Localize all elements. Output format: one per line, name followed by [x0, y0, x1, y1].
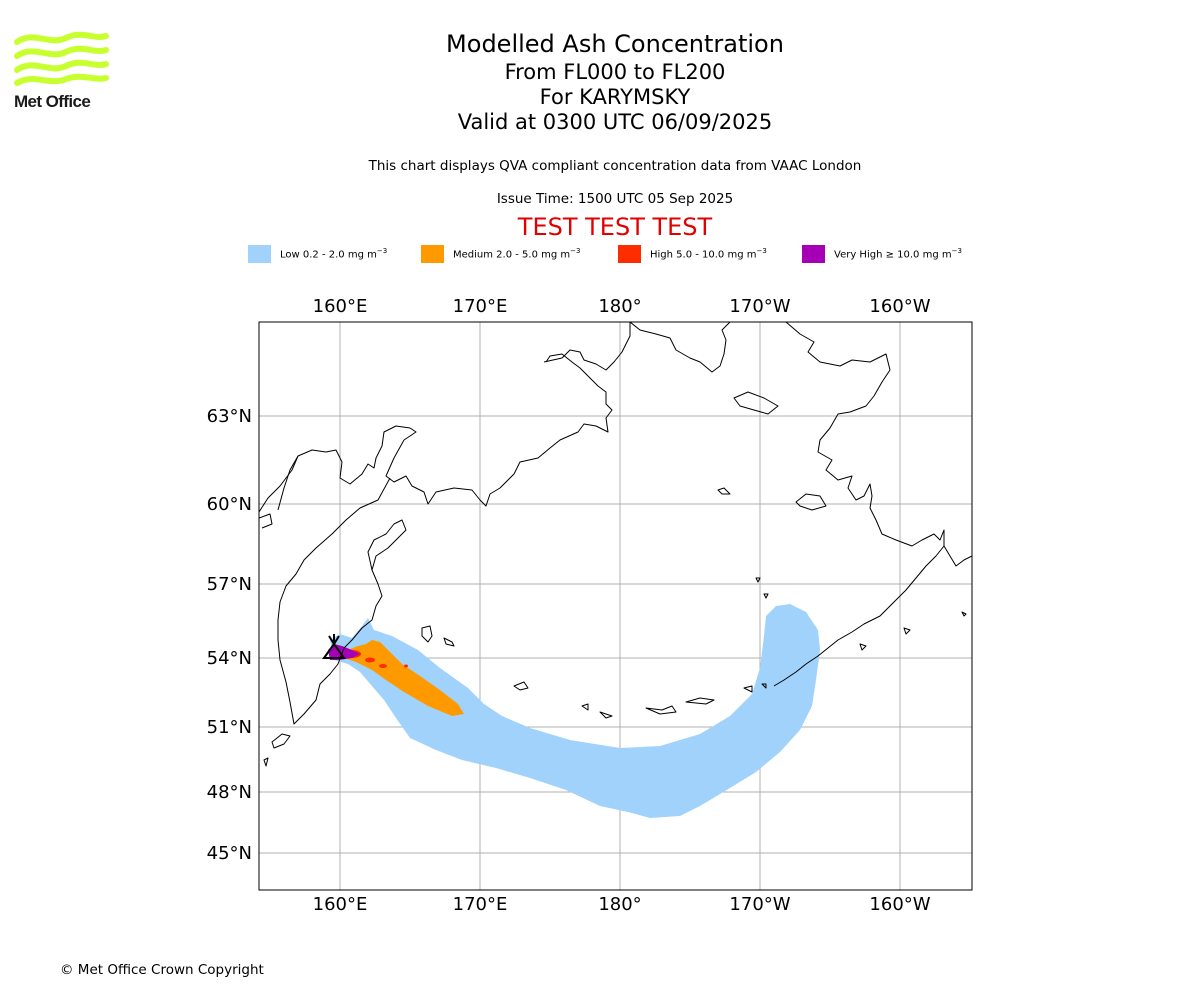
copyright-notice: © Met Office Crown Copyright [60, 962, 264, 978]
graticule [259, 322, 972, 890]
island-alaska-south [961, 611, 967, 617]
island-commander-1 [421, 625, 433, 643]
legend-swatch-low [248, 245, 271, 263]
legend-swatch-very-high [802, 245, 825, 263]
island-aleutian-5 [743, 685, 753, 693]
lat-label-51n: 51°N [207, 717, 252, 738]
compliance-subtitle: This chart displays QVA compliant concen… [368, 158, 862, 174]
coastline-norton-sound [733, 391, 779, 415]
flight-level-line: From FL000 to FL200 [504, 60, 726, 84]
lat-label-45n: 45°N [207, 843, 252, 864]
island-near [513, 681, 529, 691]
valid-time-line: Valid at 0300 UTC 06/09/2025 [457, 110, 773, 134]
island-aleutian-6 [761, 683, 767, 689]
legend-swatch-high [618, 245, 641, 263]
coastline-bristol-bay [795, 493, 827, 511]
coastline-alaska-east [943, 545, 972, 567]
map-frame [258, 321, 973, 891]
legend-item-very-high: Very High ≥ 10.0 mg m−3 [802, 244, 962, 264]
coastlines [259, 322, 972, 767]
island-aleutian-1 [581, 703, 589, 711]
coastline-kamchatka [277, 477, 407, 725]
island-aleutian-2 [599, 711, 613, 719]
lon-label-bottom-160e: 160°E [313, 894, 368, 915]
coastline-alaska [773, 322, 945, 687]
volcano-line: For KARYMSKY [539, 85, 691, 109]
lon-label-top-170e: 170°E [453, 296, 508, 317]
met-office-logo: Met Office [14, 30, 110, 114]
coastline-okhotsk-west [259, 455, 299, 529]
island-st-lawrence [717, 487, 731, 495]
logo-text: Met Office [14, 92, 91, 111]
lon-label-bottom-180: 180° [598, 894, 641, 915]
island-kuril-2 [263, 757, 269, 767]
island-kuril-1 [271, 733, 291, 749]
lon-label-top-160e: 160°E [313, 296, 368, 317]
lat-label-63n: 63°N [207, 406, 252, 427]
legend-label-very-high: Very High ≥ 10.0 mg m−3 [834, 247, 962, 261]
lat-label-54n: 54°N [207, 648, 252, 669]
issue-time: Issue Time: 1500 UTC 05 Sep 2025 [496, 191, 734, 207]
legend-swatch-medium [421, 245, 444, 263]
lat-label-48n: 48°N [207, 782, 252, 803]
title-block: Modelled Ash Concentration From FL000 to… [315, 28, 915, 135]
lon-label-bottom-170w: 170°W [729, 894, 790, 915]
volcano-icon [322, 634, 346, 659]
lon-label-bottom-160w: 160°W [869, 894, 930, 915]
island-aleutian-4 [685, 697, 715, 705]
island-kodiak [859, 627, 911, 651]
lat-label-57n: 57°N [207, 574, 252, 595]
legend-item-low: Low 0.2 - 2.0 mg m−3 [248, 244, 387, 264]
ash-low-region [330, 604, 820, 818]
legend-label-low: Low 0.2 - 2.0 mg m−3 [280, 247, 388, 261]
coastline-siberia [259, 353, 613, 513]
legend-label-medium: Medium 2.0 - 5.0 mg m−3 [453, 247, 581, 261]
lon-label-top-160w: 160°W [869, 296, 930, 317]
island-commander-2 [443, 637, 455, 647]
legend-label-high: High 5.0 - 10.0 mg m−3 [650, 247, 767, 261]
lon-label-top-170w: 170°W [729, 296, 790, 317]
legend-item-high: High 5.0 - 10.0 mg m−3 [618, 244, 767, 264]
legend-item-medium: Medium 2.0 - 5.0 mg m−3 [421, 244, 580, 264]
island-pribilof [755, 577, 769, 599]
lat-label-60n: 60°N [207, 494, 252, 515]
coastline-siberia-north [543, 322, 631, 371]
test-banner: TEST TEST TEST [517, 213, 713, 241]
met-office-wave-icon [14, 31, 109, 86]
chart-title: Modelled Ash Concentration [446, 30, 784, 58]
lon-label-top-180: 180° [598, 296, 641, 317]
island-aleutian-3 [645, 705, 677, 715]
coastline-chukotka [629, 322, 731, 373]
lon-label-bottom-170e: 170°E [453, 894, 508, 915]
